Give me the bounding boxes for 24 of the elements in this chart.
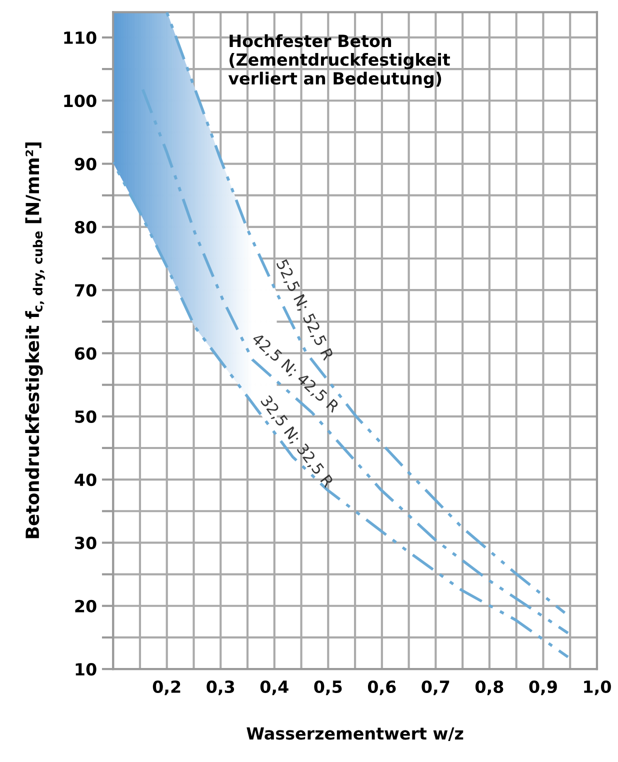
y-tick-label: 40 <box>74 474 96 486</box>
x-tick-label: 0,6 <box>368 680 396 696</box>
y-tick-label: 10 <box>76 663 96 676</box>
y-tick-label: 50 <box>75 410 96 423</box>
x-tick-label: 0,5 <box>314 680 342 696</box>
y-tick-label: 60 <box>74 347 96 360</box>
x-tick-label: 1,0 <box>584 680 611 696</box>
x-tick-label: 0,3 <box>206 680 234 696</box>
y-tick-label: 100 <box>64 94 96 108</box>
y-axis-title: Betondruckfestigkeit fc, dry, cube [N/mm²] <box>25 142 46 538</box>
y-tick-label: 70 <box>75 284 96 297</box>
annotation: Hochfester Beton (Zementdruckfestigkeit verliert an Bedeutung) <box>228 34 450 88</box>
y-tick-label: 90 <box>74 158 96 170</box>
y-tick-label: 30 <box>75 536 96 550</box>
y-tick-label: 110 <box>64 31 96 44</box>
x-tick-label: 0,8 <box>475 680 504 696</box>
x-tick-label: 0,4 <box>260 680 288 696</box>
y-tick-label: 20 <box>75 600 96 612</box>
y-tick-label: 80 <box>74 220 96 234</box>
x-axis-title: Wasserzementwert w/z <box>246 727 464 742</box>
x-tick-label: 0,2 <box>152 680 180 696</box>
x-tick-label: 0,9 <box>529 680 557 696</box>
line-series <box>165 12 566 614</box>
x-tick-label: 0,7 <box>422 680 450 696</box>
